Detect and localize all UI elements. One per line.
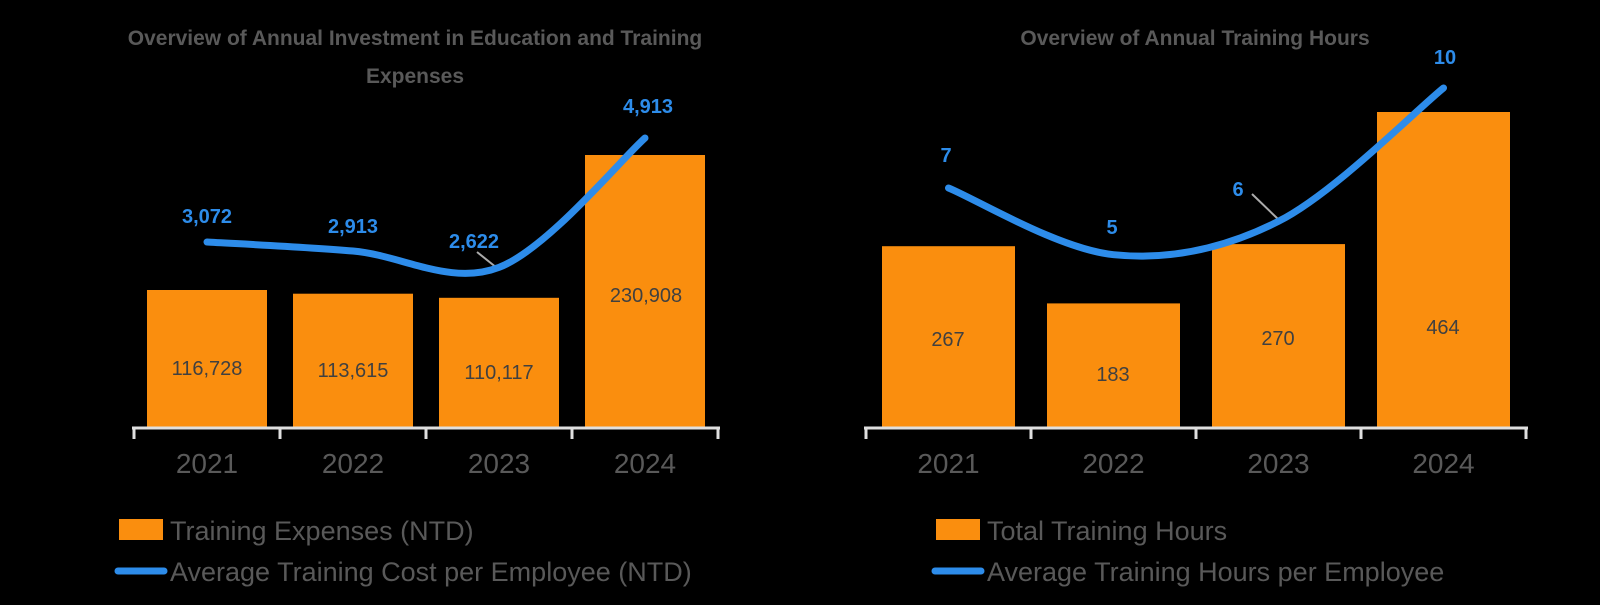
hours-chart-title: Overview of Annual Training Hours <box>1020 27 1369 50</box>
x-axis-label-2023: 2023 <box>1247 448 1309 479</box>
x-axis-label-2023: 2023 <box>468 448 530 479</box>
hours-plot: 2021 2022 2023 2024 267 183 270 464 7 5 6 10 <box>864 47 1528 479</box>
line-data-label-2023: 2,622 <box>449 231 499 253</box>
x-axis <box>864 426 1528 439</box>
bar-data-label-2022: 113,615 <box>318 360 389 382</box>
x-axis-label-2022: 2022 <box>322 448 384 479</box>
bar-2021 <box>147 290 267 428</box>
expenses-chart-title-line1: Overview of Annual Investment in Educati… <box>128 27 702 50</box>
hours-chart: Overview of Annual Training Hours 2021 20… <box>864 27 1528 587</box>
hours-bar-legend-swatch-icon <box>936 519 980 540</box>
expenses-chart: Overview of Annual Investment in Educati… <box>114 27 720 587</box>
bar-data-label-2023: 110,117 <box>464 362 533 384</box>
hours-legend: Total Training Hours Average Training Ho… <box>931 516 1444 587</box>
bar-data-label-2024: 464 <box>1426 317 1459 339</box>
line-series <box>945 84 1447 260</box>
bar-data-label-2023: 270 <box>1261 328 1294 350</box>
expenses-legend: Training Expenses (NTD) Average Training… <box>114 516 692 587</box>
line-data-label-2021: 7 <box>940 145 951 167</box>
line-data-label-2023: 6 <box>1232 179 1243 201</box>
expenses-chart-title-line2: Expenses <box>366 65 464 88</box>
bar-2021 <box>882 246 1015 428</box>
label-leader-line-2023 <box>1251 193 1280 221</box>
bar-data-label-2021: 267 <box>931 329 964 351</box>
bar-2022 <box>1047 303 1180 428</box>
line-data-label-2024: 10 <box>1434 47 1456 69</box>
expenses-bar-legend-label: Training Expenses (NTD) <box>170 516 474 546</box>
x-axis-label-2021: 2021 <box>176 448 238 479</box>
line-data-label-2022: 2,913 <box>328 216 378 238</box>
hours-line-legend-label: Average Training Hours per Employee <box>987 557 1444 587</box>
bar-2022 <box>293 293 413 428</box>
line-data-label-2024: 4,913 <box>623 96 673 118</box>
hours-bar-legend-label: Total Training Hours <box>987 516 1227 546</box>
bar-data-label-2024: 230,908 <box>610 285 682 307</box>
x-axis-label-2021: 2021 <box>917 448 979 479</box>
expenses-bar-legend-swatch-icon <box>119 519 163 540</box>
x-axis-label-2024: 2024 <box>1412 448 1474 479</box>
line-series <box>203 134 649 277</box>
x-axis <box>132 426 720 439</box>
x-axis-label-2022: 2022 <box>1082 448 1144 479</box>
bar-data-label-2022: 183 <box>1096 364 1129 386</box>
line-data-label-2021: 3,072 <box>182 206 232 228</box>
label-leader-line-2023 <box>476 251 498 269</box>
expenses-plot: 2021 2022 2023 2024 116,728 113,615 110,117 230… <box>132 96 720 479</box>
x-axis-label-2024: 2024 <box>614 448 676 479</box>
bar-2024 <box>1377 112 1510 428</box>
bar-2024 <box>585 155 705 428</box>
bar-data-label-2021: 116,728 <box>172 358 243 380</box>
expenses-line-legend-label: Average Training Cost per Employee (NTD) <box>170 557 692 587</box>
bar-2023 <box>1212 244 1345 428</box>
line-data-label-2022: 5 <box>1106 217 1117 239</box>
bar-2023 <box>439 297 559 428</box>
